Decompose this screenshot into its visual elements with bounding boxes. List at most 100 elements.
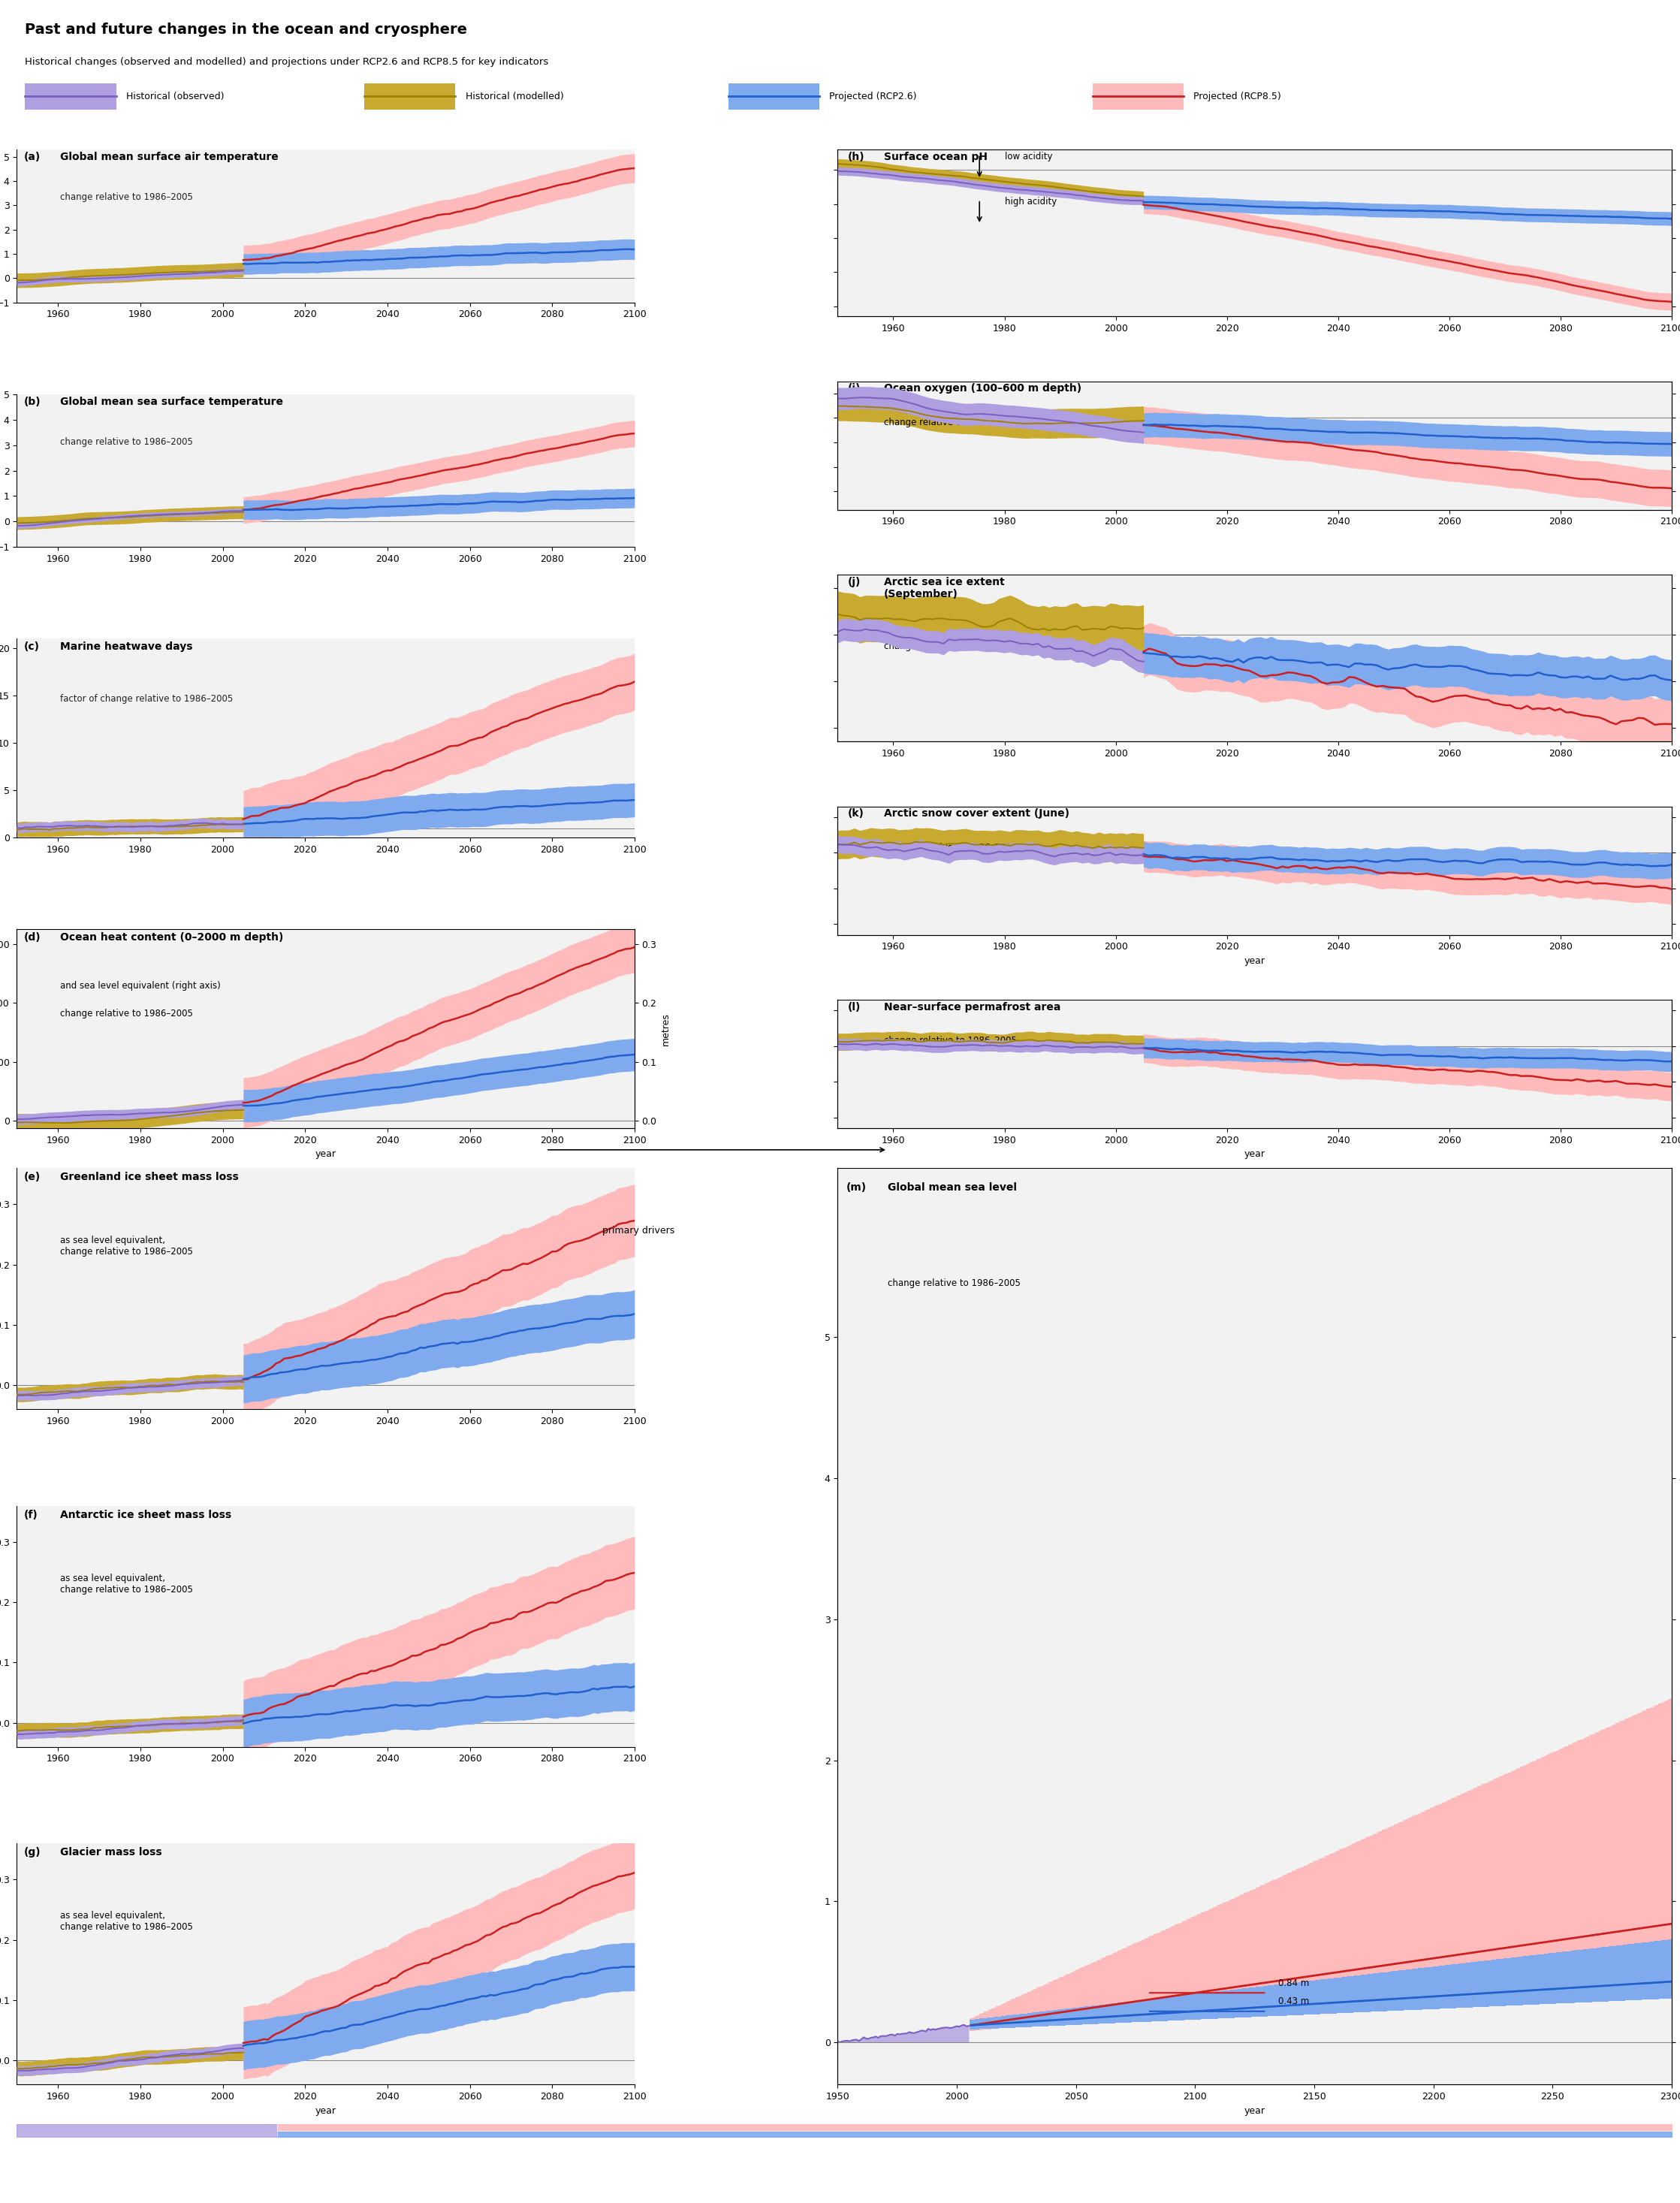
Bar <box>1620 1721 1623 1972</box>
Text: (l): (l) <box>848 1002 860 1011</box>
Bar <box>1235 1897 1236 2007</box>
Bar <box>1337 1851 1339 1996</box>
Bar <box>1645 1710 1646 1969</box>
Bar <box>1646 1943 1650 2000</box>
Bar <box>1075 2007 1077 2025</box>
Bar <box>1396 1824 1399 1992</box>
Bar <box>1163 1998 1166 2020</box>
Bar <box>1003 2016 1006 2029</box>
Bar <box>1001 2016 1003 2029</box>
Bar <box>1583 1950 1584 2003</box>
Text: Near–surface permafrost area: Near–surface permafrost area <box>884 1002 1060 1011</box>
Bar <box>1213 1908 1215 2009</box>
Bar <box>1668 1939 1670 1998</box>
Bar <box>1401 1822 1404 1992</box>
Bar <box>1509 1771 1510 1980</box>
Bar <box>1515 1769 1519 1980</box>
Bar <box>1169 1996 1173 2020</box>
Bar <box>1406 1969 1408 2009</box>
Bar <box>1094 1961 1097 2020</box>
Bar <box>1174 1996 1178 2020</box>
Bar <box>1018 1996 1020 2027</box>
Bar <box>1579 1740 1583 1974</box>
Bar <box>1289 1873 1292 2000</box>
Bar <box>1665 1941 1668 1998</box>
Bar <box>1463 1793 1465 1985</box>
Bar <box>1567 1745 1571 1976</box>
Bar <box>1633 1716 1635 1969</box>
Bar <box>1389 1972 1391 2011</box>
Bar <box>1292 1870 1294 2000</box>
Bar <box>1457 1795 1458 1985</box>
Bar <box>986 2011 990 2029</box>
Bar <box>1579 1950 1583 2003</box>
Bar <box>984 2011 986 2029</box>
Bar <box>1527 1765 1530 1978</box>
Bar <box>1297 1868 1299 2000</box>
Bar <box>1282 1985 1285 2016</box>
Bar <box>1504 1773 1507 1980</box>
Bar <box>1196 1994 1200 2020</box>
Bar <box>1554 1952 1556 2005</box>
Text: as sea level equivalent,
change relative to 1986–2005: as sea level equivalent, change relative… <box>60 1236 193 1256</box>
X-axis label: year: year <box>316 1150 336 1159</box>
Bar <box>1420 1967 1423 2009</box>
Bar <box>1534 1954 1537 2005</box>
Bar <box>1532 1762 1536 1978</box>
Bar <box>1596 1732 1599 1974</box>
Bar <box>1379 1831 1383 1994</box>
Bar <box>981 2018 984 2029</box>
Bar <box>1320 1859 1322 1998</box>
Bar <box>1534 1760 1537 1978</box>
Bar <box>1021 1994 1025 2027</box>
Bar <box>1037 2011 1040 2027</box>
Text: Past and future changes in the ocean and cryosphere: Past and future changes in the ocean and… <box>25 22 467 37</box>
Bar <box>1613 1725 1616 1972</box>
Bar <box>1374 1974 1378 2011</box>
Bar <box>1013 2016 1015 2027</box>
Bar <box>1342 1976 1344 2014</box>
Bar <box>1168 1996 1171 2020</box>
Bar <box>981 2014 984 2029</box>
Bar <box>996 2007 998 2029</box>
Bar <box>1571 1745 1572 1976</box>
Bar <box>1374 1833 1378 1994</box>
Bar <box>1030 2014 1032 2027</box>
Bar <box>1415 1815 1418 1989</box>
Bar <box>1058 1978 1060 2022</box>
Bar <box>1048 1983 1052 2025</box>
Bar <box>1326 1857 1327 1998</box>
Text: (e): (e) <box>24 1172 40 1183</box>
Text: (k): (k) <box>848 809 864 820</box>
Bar <box>1361 1974 1362 2011</box>
Bar <box>1356 1842 1359 1996</box>
Bar <box>1549 1954 1551 2005</box>
Bar <box>1435 1806 1436 1987</box>
Bar <box>978 2018 979 2029</box>
Bar <box>1665 1701 1668 1967</box>
Bar <box>1470 1789 1473 1985</box>
Bar <box>979 2018 983 2029</box>
Bar <box>1280 1877 1282 2003</box>
Bar <box>1616 1945 1618 2000</box>
Bar <box>1494 1778 1497 1983</box>
Bar <box>1383 1831 1384 1994</box>
Bar <box>1371 1835 1373 1994</box>
Bar <box>1554 1751 1556 1976</box>
Bar <box>1542 1758 1544 1978</box>
Bar <box>1169 1928 1173 2011</box>
Bar <box>1194 1917 1196 2009</box>
Bar <box>1492 1961 1494 2007</box>
Text: as sea level equivalent,
change relative to 1986–2005: as sea level equivalent, change relative… <box>60 1910 193 1932</box>
Bar <box>1263 1884 1265 2005</box>
Bar <box>1248 1987 1252 2018</box>
Bar <box>1242 1989 1245 2018</box>
X-axis label: year: year <box>316 2106 336 2115</box>
Bar <box>1122 2003 1126 2022</box>
Bar <box>1161 1932 1163 2014</box>
Bar <box>1625 1718 1628 1969</box>
Bar <box>1272 1879 1275 2003</box>
Bar <box>1099 1958 1100 2018</box>
Bar <box>1260 1886 1263 2005</box>
Bar <box>1480 1961 1482 2007</box>
